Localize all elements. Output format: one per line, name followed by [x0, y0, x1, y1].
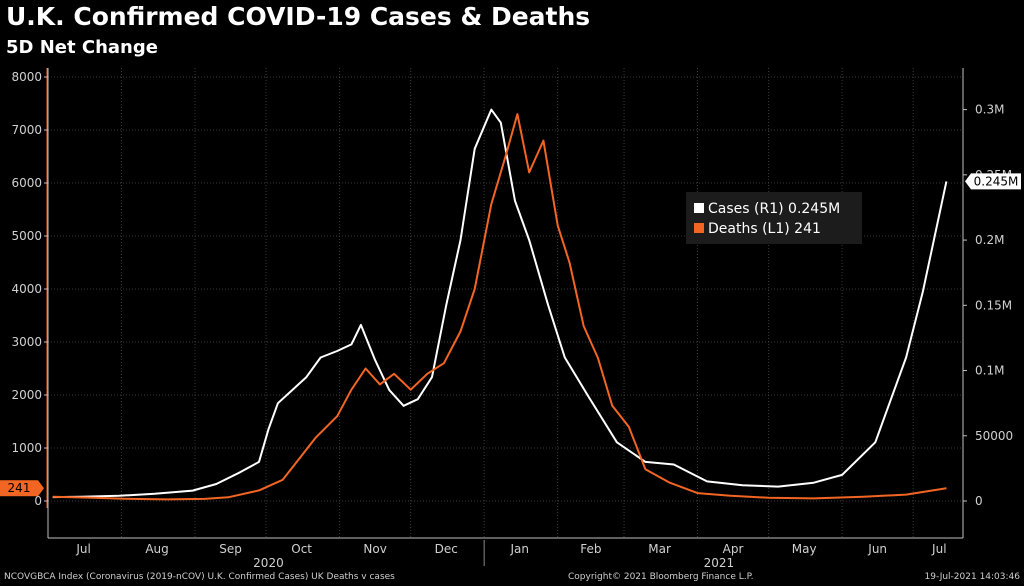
x-tick-label: Sep [219, 542, 242, 556]
tag-text: 0.245M [974, 174, 1019, 188]
x-tick-label: May [792, 542, 817, 556]
right-tick-label: 50000 [975, 429, 1013, 443]
legend: Cases (R1) 0.245M Deaths (L1) 241 [686, 192, 862, 244]
left-tick-label: 8000 [11, 70, 42, 84]
left-tick-label: 5000 [11, 229, 42, 243]
x-tick-label: Aug [145, 542, 168, 556]
left-tick-label: 3000 [11, 335, 42, 349]
tag-text: 241 [8, 481, 31, 495]
x-tick-label: Jan [509, 542, 529, 556]
chart-subtitle: 5D Net Change [6, 37, 158, 58]
cases-line [52, 108, 948, 499]
x-tick-label: Jul [75, 542, 90, 556]
x-tick-label: Dec [435, 542, 458, 556]
axes [44, 68, 967, 566]
legend-deaths-label: Deaths (L1) [708, 221, 790, 237]
grid-lines [48, 68, 963, 538]
year-label: 2020 [253, 556, 284, 570]
legend-swatch-cases [694, 203, 704, 213]
footer-copyright: Copyright© 2021 Bloomberg Finance L.P. [568, 572, 754, 582]
last-value-tag-deaths: 241 [0, 480, 44, 497]
x-tick-label: Jun [867, 542, 887, 556]
deaths-line [52, 113, 947, 501]
chart-title: U.K. Confirmed COVID-19 Cases & Deaths [6, 2, 591, 31]
right-tick-label: 0.3M [975, 103, 1004, 117]
series-lines [52, 108, 948, 501]
right-tick-label: 0 [975, 494, 983, 508]
last-value-tags: 0.245M 241 [0, 173, 1021, 497]
tag-pointer [38, 480, 44, 497]
left-tick-label: 7000 [11, 123, 42, 137]
x-tick-label: Nov [363, 542, 386, 556]
tick-labels: 0 1000 2000 3000 4000 5000 6000 7000 8000 0 50000 0… [11, 70, 1013, 570]
footer-source: NCOVGBCA Index (Coronavirus (2019-nCOV) … [4, 572, 395, 582]
tag-pointer [965, 173, 971, 190]
left-tick-label: 4000 [11, 282, 42, 296]
legend-deaths-value: 241 [794, 221, 821, 237]
left-tick-label: 6000 [11, 176, 42, 190]
footer-timestamp: 19-Jul-2021 14:03:46 [924, 572, 1021, 582]
legend-cases-label: Cases (R1) [708, 201, 784, 217]
x-tick-label: Apr [723, 542, 744, 556]
legend-item-cases: Cases (R1) 0.245M [694, 200, 840, 218]
left-tick-label: 1000 [11, 441, 42, 455]
legend-cases-value: 0.245M [788, 201, 841, 217]
legend-swatch-deaths [694, 223, 704, 233]
legend-item-deaths: Deaths (L1) 241 [694, 220, 821, 238]
x-tick-label: Oct [291, 542, 312, 556]
left-tick-label: 2000 [11, 388, 42, 402]
tag-background [0, 480, 38, 497]
x-tick-label: Feb [580, 542, 601, 556]
right-tick-label: 0.1M [975, 364, 1004, 378]
left-tick-label: 0 [34, 494, 42, 508]
year-label: 2021 [704, 556, 735, 570]
last-value-tag-cases: 0.245M [965, 173, 1021, 190]
right-tick-label: 0.15M [975, 298, 1012, 312]
right-tick-label: 0.2M [975, 233, 1004, 247]
x-tick-label: Jul [931, 542, 946, 556]
tag-background [971, 173, 1021, 190]
x-tick-label: Mar [648, 542, 671, 556]
